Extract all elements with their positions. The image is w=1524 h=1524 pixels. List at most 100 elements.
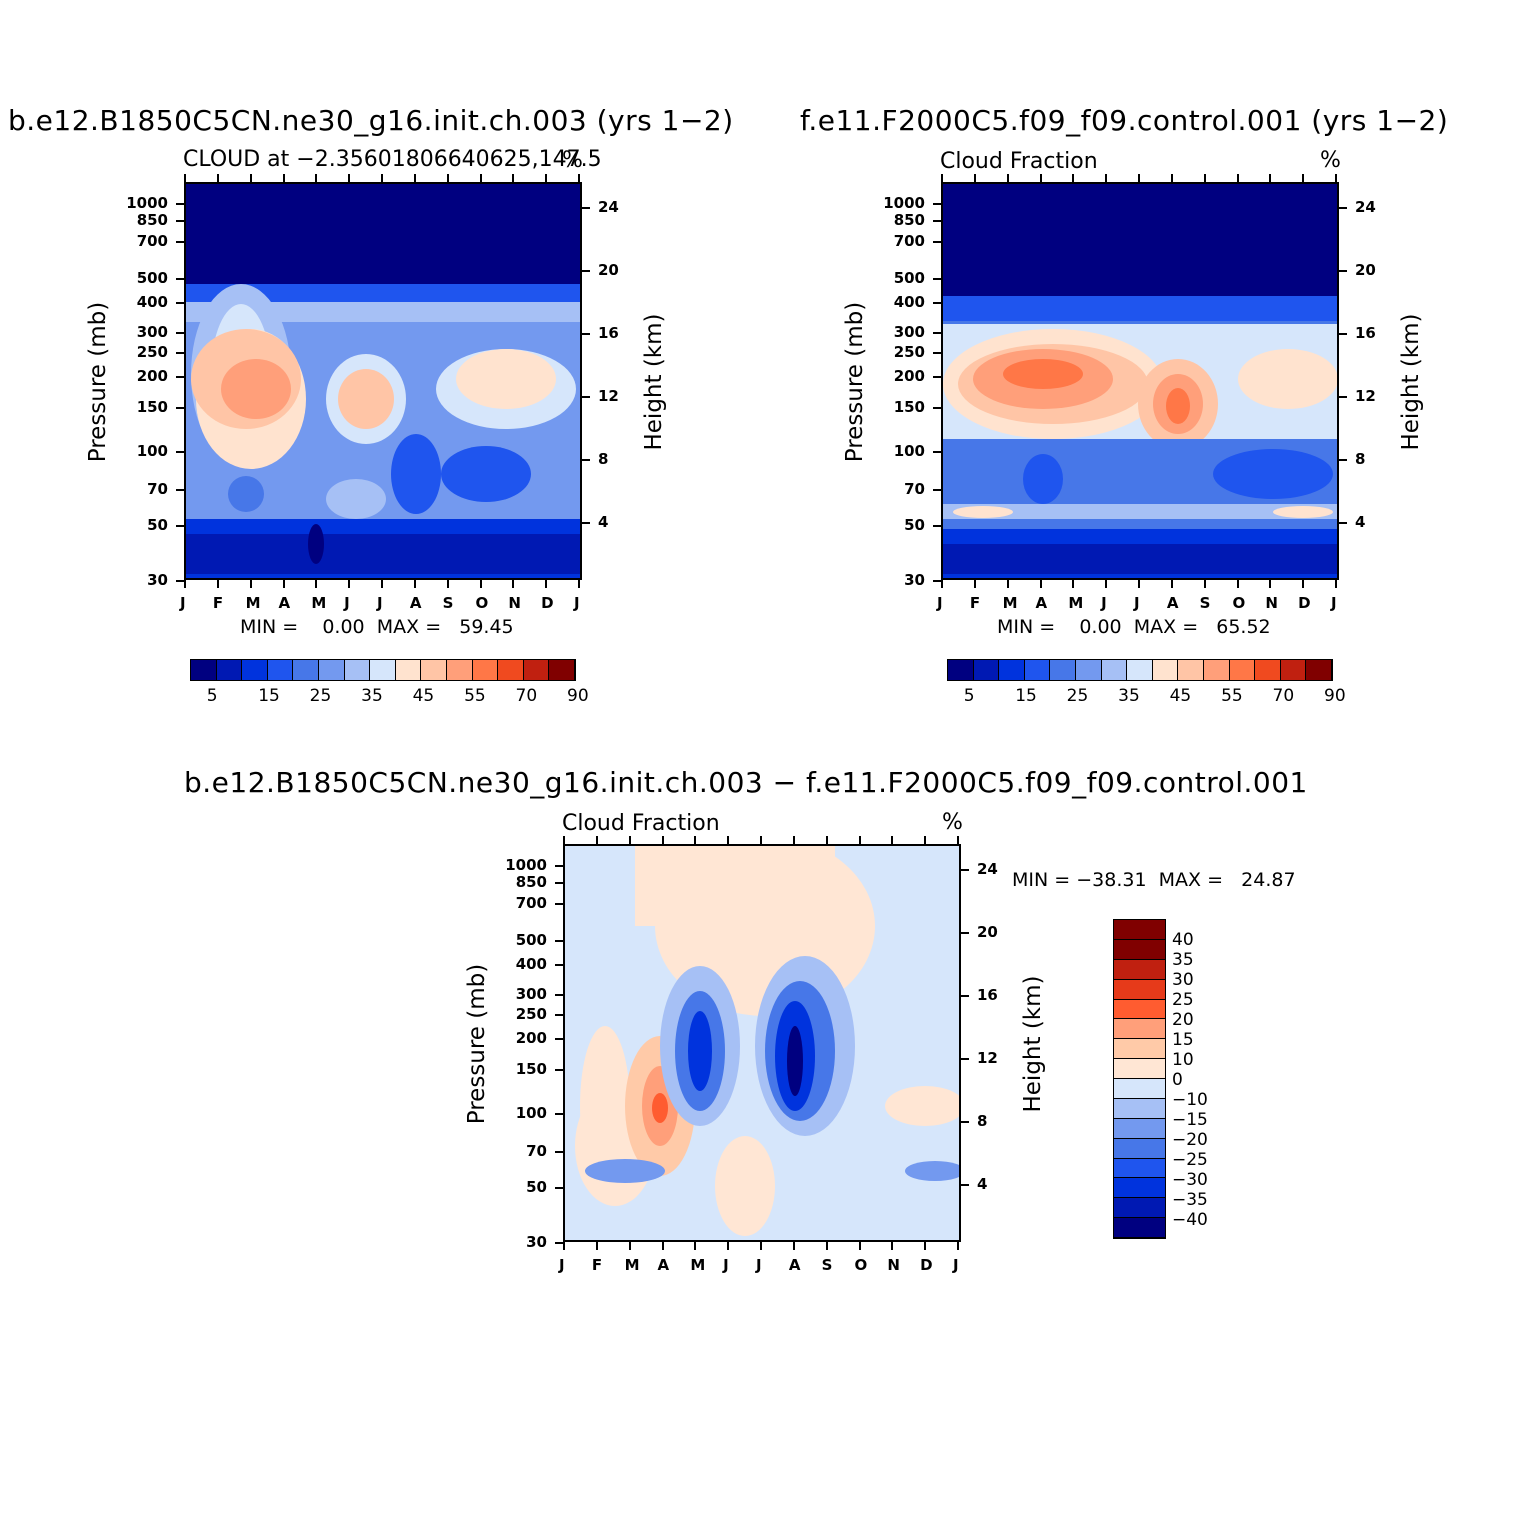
colorbar-label: 30 xyxy=(1172,970,1194,990)
colorbar-swatch xyxy=(498,660,524,680)
axis-tick xyxy=(176,332,186,335)
x-tick-label: S xyxy=(442,594,454,612)
axis-tick xyxy=(933,525,943,528)
axis-tick xyxy=(176,241,186,244)
contour-field xyxy=(943,184,1337,578)
panel2-minmax: MIN = 0.00 MAX = 65.52 xyxy=(997,616,1271,638)
axis-tick xyxy=(563,836,565,846)
colorbar-swatch xyxy=(1114,1079,1165,1099)
panel3-subtitle: Cloud Fraction xyxy=(562,811,720,836)
axis-tick xyxy=(282,578,285,588)
y-tick-label: 100 xyxy=(893,441,925,460)
axis-tick xyxy=(1105,174,1108,184)
y2-tick-label: 8 xyxy=(598,450,609,468)
axis-tick xyxy=(973,174,976,184)
axis-tick xyxy=(1236,578,1239,588)
colorbar-label: 5 xyxy=(963,686,975,706)
axis-tick xyxy=(933,220,943,223)
axis-tick xyxy=(555,865,565,867)
axis-tick xyxy=(446,174,449,184)
axis-tick xyxy=(933,352,943,355)
y-tick-label: 400 xyxy=(515,954,547,973)
colorbar-label: 15 xyxy=(1172,1030,1194,1050)
y2-tick-label: 24 xyxy=(598,198,619,216)
colorbar-swatch xyxy=(549,660,575,680)
axis-tick xyxy=(924,836,927,846)
colorbar-label: 35 xyxy=(361,686,383,706)
axis-tick xyxy=(555,882,565,885)
y-tick-label: 500 xyxy=(893,268,925,287)
axis-tick xyxy=(933,332,943,335)
panel1-subtitle: CLOUD at −2.35601806640625,147.5 xyxy=(183,147,602,172)
colorbar-swatch xyxy=(973,660,1000,680)
x-tick-label: J xyxy=(377,594,383,612)
colorbar-label: 90 xyxy=(567,686,589,706)
panel3-plot: J F M A M J J A S O N D J 30 50 70 100 150 200 250 300 400 500… xyxy=(464,836,1046,1274)
colorbar-swatch xyxy=(242,660,268,680)
x-tick-label: J xyxy=(756,1256,762,1274)
contour-field xyxy=(186,184,580,578)
x-tick-label: S xyxy=(821,1256,833,1274)
colorbar-swatch xyxy=(1280,660,1307,680)
colorbar-swatch xyxy=(216,660,243,680)
axis-tick xyxy=(1337,522,1347,524)
y2-tick-label: 12 xyxy=(598,387,619,405)
axis-tick xyxy=(555,1187,565,1190)
axis-tick xyxy=(957,1240,959,1250)
colorbar-swatch xyxy=(999,660,1025,680)
axis-tick xyxy=(1105,578,1108,588)
axis-tick xyxy=(1170,578,1173,588)
x-tick-label: M xyxy=(311,594,327,612)
colorbar-swatch xyxy=(1114,979,1165,1000)
x-tick-label: N xyxy=(887,1256,900,1274)
axis-tick xyxy=(282,174,285,184)
axis-tick xyxy=(479,174,482,184)
axis-tick xyxy=(1337,333,1347,335)
y-tick-label: 700 xyxy=(515,894,547,913)
panel3-title: b.e12.B1850C5CN.ne30_g16.init.ch.003 − f… xyxy=(184,766,1308,799)
axis-tick xyxy=(176,203,186,205)
axis-tick xyxy=(941,578,943,588)
axis-tick xyxy=(578,578,580,588)
axis-tick xyxy=(694,1240,697,1250)
axis-tick xyxy=(1337,207,1347,209)
axis-tick xyxy=(760,1240,762,1250)
axis-tick xyxy=(176,488,186,491)
axis-tick xyxy=(1138,578,1140,588)
axis-tick xyxy=(1203,578,1206,588)
colorbar-label: 45 xyxy=(1169,686,1192,706)
colorbar-label: 70 xyxy=(515,686,538,706)
x-tick-label: J xyxy=(1331,594,1337,612)
panel3-minmax: MIN = −38.31 MAX = 24.87 xyxy=(1012,869,1296,891)
axis-tick xyxy=(933,488,943,491)
y-tick-label: 500 xyxy=(515,930,547,949)
x-tick-label: A xyxy=(1035,594,1048,612)
y2-tick-label: 8 xyxy=(1355,450,1366,468)
colorbar-swatch xyxy=(1114,1118,1165,1139)
colorbar-swatch xyxy=(1114,1158,1165,1179)
colorbar-swatch xyxy=(446,660,473,680)
axis-tick xyxy=(176,352,186,355)
axis-tick xyxy=(933,241,943,244)
axis-tick xyxy=(555,1150,565,1153)
axis-tick xyxy=(1236,174,1239,184)
axis-tick xyxy=(315,578,318,588)
colorbar-label: 40 xyxy=(1172,930,1194,950)
axis-tick xyxy=(555,1038,565,1041)
colorbar-label: 35 xyxy=(1118,686,1140,706)
axis-tick xyxy=(176,450,186,453)
y-tick-label: 150 xyxy=(893,397,925,416)
x-tick-label: M xyxy=(245,594,261,612)
colorbar-swatch xyxy=(1101,660,1128,680)
y2-tick-label: 4 xyxy=(1355,513,1366,531)
panel2-subtitle: Cloud Fraction xyxy=(940,149,1098,174)
colorbar-label: 25 xyxy=(1066,686,1089,706)
y-tick-label: 700 xyxy=(893,232,925,251)
y-tick-label: 70 xyxy=(526,1141,547,1160)
colorbar-swatch xyxy=(1114,1098,1165,1119)
axis-tick xyxy=(184,174,186,184)
x-tick-label: J xyxy=(1101,594,1107,612)
axis-tick xyxy=(512,578,515,588)
colorbar-swatch xyxy=(472,660,499,680)
colorbar-swatch xyxy=(191,660,217,680)
